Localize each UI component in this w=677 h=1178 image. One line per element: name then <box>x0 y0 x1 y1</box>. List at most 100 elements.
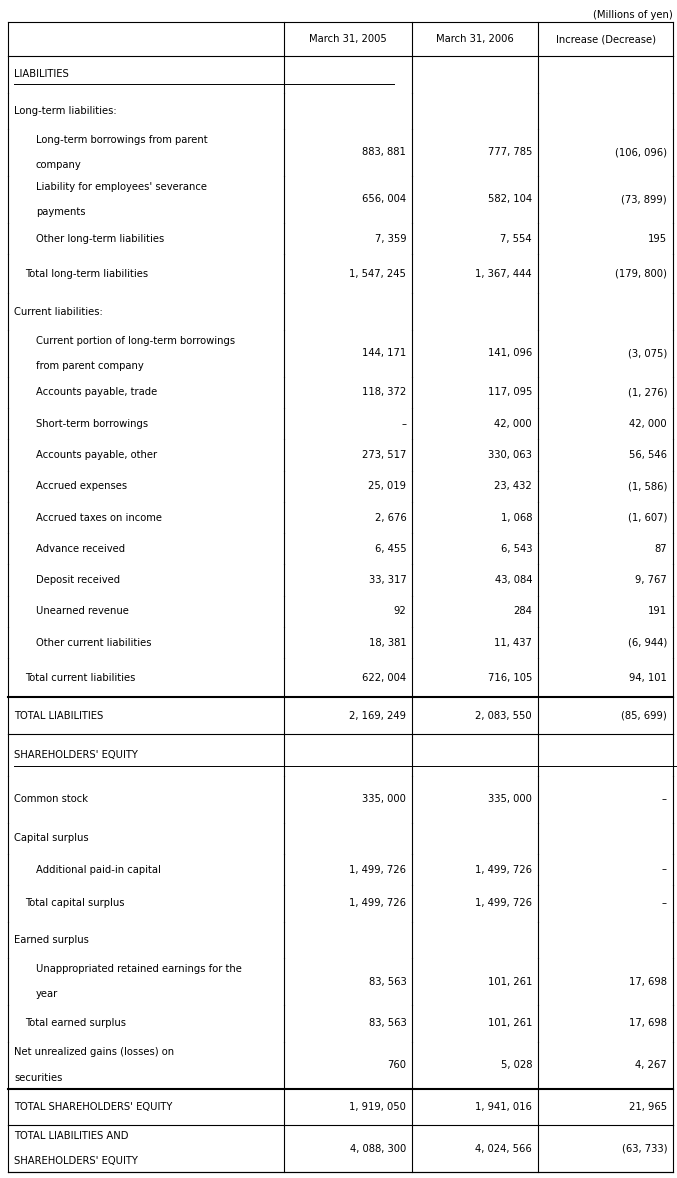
Text: 1, 367, 444: 1, 367, 444 <box>475 269 532 279</box>
Text: Other long-term liabilities: Other long-term liabilities <box>36 233 165 244</box>
Text: 17, 698: 17, 698 <box>629 1018 667 1028</box>
Text: Other current liabilities: Other current liabilities <box>36 637 152 648</box>
Text: (63, 733): (63, 733) <box>621 1144 667 1153</box>
Text: Increase (Decrease): Increase (Decrease) <box>556 34 655 44</box>
Text: payments: payments <box>36 207 85 217</box>
Text: 1, 068: 1, 068 <box>500 512 532 523</box>
Text: Total earned surplus: Total earned surplus <box>25 1018 126 1028</box>
Text: Total current liabilities: Total current liabilities <box>25 673 135 683</box>
Text: Capital surplus: Capital surplus <box>14 833 89 843</box>
Text: 1, 499, 726: 1, 499, 726 <box>349 899 406 908</box>
Text: 87: 87 <box>655 544 667 554</box>
Text: 117, 095: 117, 095 <box>487 388 532 397</box>
Text: 25, 019: 25, 019 <box>368 482 406 491</box>
Text: 777, 785: 777, 785 <box>487 147 532 158</box>
Text: Additional paid-in capital: Additional paid-in capital <box>36 865 161 874</box>
Text: 2, 676: 2, 676 <box>374 512 406 523</box>
Text: 7, 554: 7, 554 <box>500 233 532 244</box>
Text: LIABILITIES: LIABILITIES <box>14 70 69 79</box>
Text: 101, 261: 101, 261 <box>487 977 532 987</box>
Text: Total capital surplus: Total capital surplus <box>25 899 125 908</box>
Text: 284: 284 <box>513 607 532 616</box>
Text: 1, 499, 726: 1, 499, 726 <box>349 865 406 874</box>
Text: (106, 096): (106, 096) <box>615 147 667 158</box>
Text: 883, 881: 883, 881 <box>362 147 406 158</box>
Text: 144, 171: 144, 171 <box>362 349 406 358</box>
Text: 195: 195 <box>648 233 667 244</box>
Text: 1, 499, 726: 1, 499, 726 <box>475 865 532 874</box>
Text: –: – <box>662 794 667 805</box>
Text: Earned surplus: Earned surplus <box>14 935 89 945</box>
Text: 9, 767: 9, 767 <box>635 575 667 585</box>
Text: (179, 800): (179, 800) <box>615 269 667 279</box>
Text: 2, 169, 249: 2, 169, 249 <box>349 710 406 721</box>
Text: (1, 276): (1, 276) <box>628 388 667 397</box>
Text: 335, 000: 335, 000 <box>362 794 406 805</box>
Text: 582, 104: 582, 104 <box>488 194 532 205</box>
Text: 335, 000: 335, 000 <box>488 794 532 805</box>
Text: 622, 004: 622, 004 <box>362 673 406 683</box>
Text: 118, 372: 118, 372 <box>362 388 406 397</box>
Text: –: – <box>662 865 667 874</box>
Text: Unappropriated retained earnings for the: Unappropriated retained earnings for the <box>36 964 242 974</box>
Text: March 31, 2005: March 31, 2005 <box>309 34 387 44</box>
Text: Accounts payable, other: Accounts payable, other <box>36 450 157 459</box>
Text: 18, 381: 18, 381 <box>368 637 406 648</box>
Text: Short-term borrowings: Short-term borrowings <box>36 418 148 429</box>
Text: 6, 455: 6, 455 <box>374 544 406 554</box>
Text: Deposit received: Deposit received <box>36 575 120 585</box>
Text: –: – <box>662 899 667 908</box>
Text: Accounts payable, trade: Accounts payable, trade <box>36 388 157 397</box>
Text: year: year <box>36 990 58 999</box>
Text: company: company <box>36 160 82 170</box>
Text: TOTAL SHAREHOLDERS' EQUITY: TOTAL SHAREHOLDERS' EQUITY <box>14 1101 173 1112</box>
Text: 4, 088, 300: 4, 088, 300 <box>350 1144 406 1153</box>
Text: 273, 517: 273, 517 <box>362 450 406 459</box>
Text: Current liabilities:: Current liabilities: <box>14 306 103 317</box>
Text: (6, 944): (6, 944) <box>628 637 667 648</box>
Text: 42, 000: 42, 000 <box>494 418 532 429</box>
Text: 43, 084: 43, 084 <box>494 575 532 585</box>
Text: (85, 699): (85, 699) <box>621 710 667 721</box>
Text: 1, 547, 245: 1, 547, 245 <box>349 269 406 279</box>
Text: 83, 563: 83, 563 <box>368 1018 406 1028</box>
Text: 191: 191 <box>648 607 667 616</box>
Text: 1, 499, 726: 1, 499, 726 <box>475 899 532 908</box>
Text: 5, 028: 5, 028 <box>500 1060 532 1070</box>
Text: securities: securities <box>14 1073 62 1083</box>
Text: 17, 698: 17, 698 <box>629 977 667 987</box>
Text: Liability for employees' severance: Liability for employees' severance <box>36 181 207 192</box>
Text: 1, 919, 050: 1, 919, 050 <box>349 1101 406 1112</box>
Text: 7, 359: 7, 359 <box>374 233 406 244</box>
Text: 716, 105: 716, 105 <box>487 673 532 683</box>
Text: Long-term liabilities:: Long-term liabilities: <box>14 106 116 115</box>
Text: –: – <box>401 418 406 429</box>
Text: 101, 261: 101, 261 <box>487 1018 532 1028</box>
Text: 23, 432: 23, 432 <box>494 482 532 491</box>
Text: 94, 101: 94, 101 <box>629 673 667 683</box>
Text: (3, 075): (3, 075) <box>628 349 667 358</box>
Text: Accrued taxes on income: Accrued taxes on income <box>36 512 162 523</box>
Text: 4, 267: 4, 267 <box>636 1060 667 1070</box>
Text: (73, 899): (73, 899) <box>621 194 667 205</box>
Text: 42, 000: 42, 000 <box>630 418 667 429</box>
Text: 83, 563: 83, 563 <box>368 977 406 987</box>
Text: 33, 317: 33, 317 <box>368 575 406 585</box>
Text: Net unrealized gains (losses) on: Net unrealized gains (losses) on <box>14 1047 174 1058</box>
Text: 656, 004: 656, 004 <box>362 194 406 205</box>
Text: TOTAL LIABILITIES AND: TOTAL LIABILITIES AND <box>14 1131 129 1140</box>
Text: Unearned revenue: Unearned revenue <box>36 607 129 616</box>
Text: 330, 063: 330, 063 <box>488 450 532 459</box>
Text: 21, 965: 21, 965 <box>629 1101 667 1112</box>
Text: (Millions of yen): (Millions of yen) <box>593 9 673 20</box>
Text: Long-term borrowings from parent: Long-term borrowings from parent <box>36 134 208 145</box>
Text: (1, 586): (1, 586) <box>628 482 667 491</box>
Text: Accrued expenses: Accrued expenses <box>36 482 127 491</box>
Text: Advance received: Advance received <box>36 544 125 554</box>
Text: 760: 760 <box>387 1060 406 1070</box>
Text: March 31, 2006: March 31, 2006 <box>436 34 514 44</box>
Text: Common stock: Common stock <box>14 794 88 805</box>
Text: 92: 92 <box>393 607 406 616</box>
Text: 4, 024, 566: 4, 024, 566 <box>475 1144 532 1153</box>
Text: SHAREHOLDERS' EQUITY: SHAREHOLDERS' EQUITY <box>14 750 138 760</box>
